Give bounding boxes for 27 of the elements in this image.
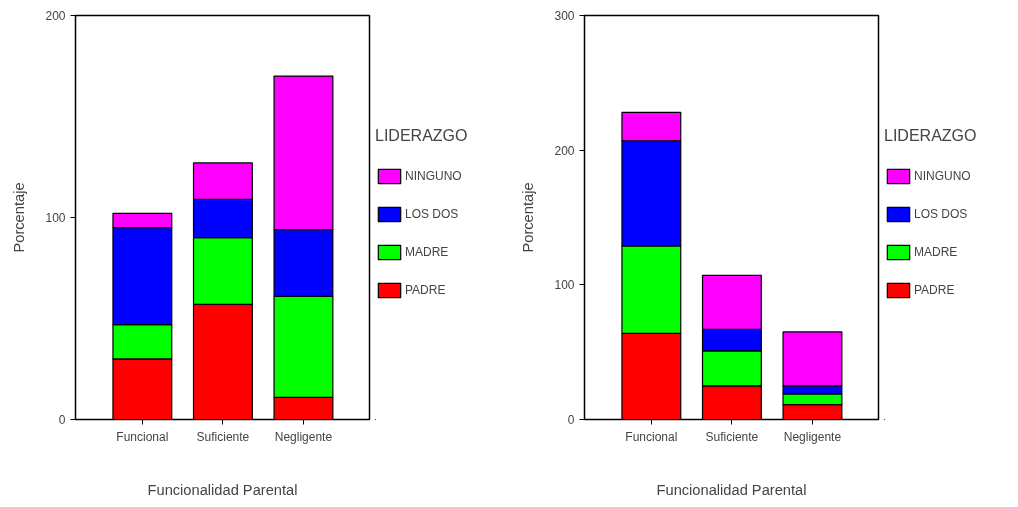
y-tick-label: 200 bbox=[45, 9, 66, 23]
y-axis-title: Porcentaje bbox=[520, 182, 537, 253]
legend-label: LOS DOS bbox=[914, 207, 968, 221]
legend-label: LOS DOS bbox=[405, 207, 459, 221]
y-tick-label: 0 bbox=[567, 413, 575, 427]
x-tick-label: Suficiente bbox=[705, 429, 759, 444]
x-tick-label: Funcional bbox=[625, 429, 678, 444]
y-tick-label: 100 bbox=[45, 211, 66, 225]
x-axis-title: Funcionalidad Parental bbox=[656, 481, 807, 498]
x-tick-label: Funcional bbox=[116, 429, 169, 444]
y-tick-label: 300 bbox=[554, 9, 575, 23]
x-tick-label: Negligente bbox=[274, 429, 333, 444]
legend-label: NINGUNO bbox=[405, 169, 462, 183]
legend-label: PADRE bbox=[405, 283, 446, 297]
x-tick-label: Suficiente bbox=[196, 429, 250, 444]
legend-label: NINGUNO bbox=[914, 169, 971, 183]
legend-title: LIDERAZGO bbox=[375, 127, 468, 145]
legend-label: MADRE bbox=[405, 245, 449, 259]
legend-label: PADRE bbox=[914, 283, 955, 297]
y-tick-label: 200 bbox=[554, 143, 575, 158]
legend-title: LIDERAZGO bbox=[884, 127, 977, 145]
legend-label: MADRE bbox=[914, 245, 958, 259]
y-axis-title: Porcentaje bbox=[11, 182, 28, 253]
y-tick-label: 0 bbox=[58, 413, 66, 427]
x-axis-title: Funcionalidad Parental bbox=[147, 481, 298, 498]
y-tick-label: 100 bbox=[554, 278, 575, 293]
x-tick-label: Negligente bbox=[783, 429, 842, 444]
